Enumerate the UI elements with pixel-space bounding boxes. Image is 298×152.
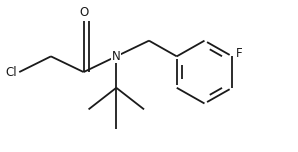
Text: O: O: [79, 6, 88, 19]
Text: Cl: Cl: [6, 66, 17, 79]
Text: F: F: [236, 47, 243, 60]
Text: N: N: [112, 50, 121, 63]
